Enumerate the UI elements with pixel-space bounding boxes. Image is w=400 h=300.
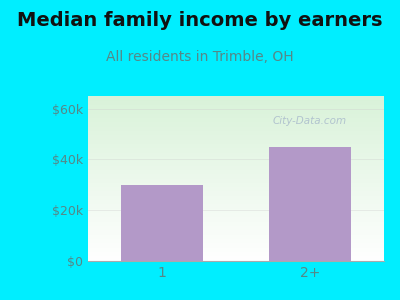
Bar <box>121 185 203 261</box>
Text: City-Data.com: City-Data.com <box>273 116 347 126</box>
Text: Median family income by earners: Median family income by earners <box>17 11 383 31</box>
Text: All residents in Trimble, OH: All residents in Trimble, OH <box>106 50 294 64</box>
Bar <box>269 147 351 261</box>
